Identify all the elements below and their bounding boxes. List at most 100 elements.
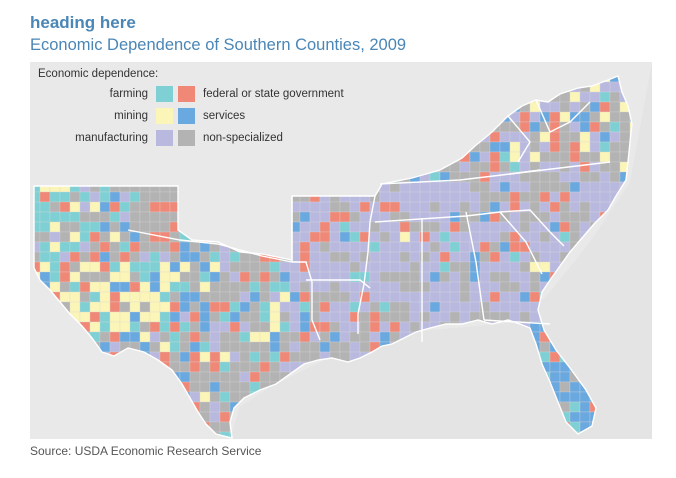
county-cell [379,231,391,243]
county-cell [399,321,411,333]
county-cell [279,291,291,303]
county-cell [459,191,471,203]
county-cell [239,251,251,263]
county-cell [109,261,121,273]
county-cell [489,251,501,263]
county-cell [609,81,621,93]
county-cell [579,141,591,153]
county-cell [599,91,611,103]
county-cell [269,311,281,323]
county-cell [529,181,541,193]
county-cell [169,281,181,293]
county-cell [359,321,371,333]
county-cell [299,291,311,303]
county-cell [479,161,491,173]
county-cell [269,371,281,383]
county-cell [99,291,111,303]
county-cell [269,351,281,363]
county-cell [159,271,171,283]
county-cell [399,281,411,293]
county-cell [509,271,521,283]
county-cell [449,261,461,273]
county-cell [319,331,331,343]
county-cell [189,281,201,293]
county-cell [259,331,271,343]
county-cell [389,221,401,233]
county-cell [569,211,581,223]
county-cell [449,191,461,203]
county-cell [439,301,451,313]
county-cell [239,331,251,343]
county-cell [99,271,111,283]
legend-label: non-specialized [203,132,283,144]
county-cell [379,321,391,333]
county-cell [509,251,521,263]
county-cell [449,231,461,243]
county-cell [39,241,51,253]
county-cell [69,281,81,293]
county-cell [309,201,321,213]
county-cell [49,241,61,253]
county-cell [519,271,531,283]
county-cell [179,241,191,253]
county-cell [209,331,221,343]
county-cell [249,261,261,273]
page-heading: heading here [30,13,136,32]
county-cell [339,331,351,343]
county-cell [59,281,71,293]
county-cell [139,251,151,263]
county-cell [329,261,341,273]
county-cell [499,181,511,193]
county-cell [219,291,231,303]
county-cell [289,351,301,363]
county-cell [329,251,341,263]
county-cell [509,211,521,223]
county-cell [499,221,511,233]
county-cell [179,361,191,373]
county-cell [489,171,501,183]
county-cell [409,221,421,233]
county-cell [529,271,541,283]
county-cell [259,371,271,383]
county-cell [449,241,461,253]
county-cell [109,331,121,343]
county-cell [39,211,51,223]
county-cell [299,241,311,253]
county-cell [269,271,281,283]
county-cell [139,321,151,333]
county-cell [539,181,551,193]
county-cell [239,281,251,293]
county-cell [59,191,71,203]
county-cell [199,371,211,383]
county-cell [589,141,601,153]
county-cell [119,271,131,283]
county-cell [509,261,521,273]
county-cell [369,271,381,283]
county-cell [289,341,301,353]
county-cell [549,171,561,183]
county-cell [299,231,311,243]
county-cell [349,291,361,303]
county-cell [469,261,481,273]
county-cell [509,191,521,203]
county-cell [109,191,121,203]
county-cell [99,331,111,343]
county-cell [559,221,571,233]
county-cell [159,321,171,333]
county-cell [149,201,161,213]
county-cell [129,271,141,283]
county-cell [479,141,491,153]
county-cell [129,321,141,333]
county-cell [229,261,241,273]
county-cell [609,151,621,163]
county-cell [149,331,161,343]
county-cell [199,391,211,403]
county-cell [589,131,601,143]
county-cell [559,181,571,193]
county-cell [49,261,61,273]
county-cell [189,241,201,253]
county-cell [239,321,251,333]
source-note: Source: USDA Economic Research Service [30,444,262,458]
county-cell [59,201,71,213]
county-cell [469,221,481,233]
